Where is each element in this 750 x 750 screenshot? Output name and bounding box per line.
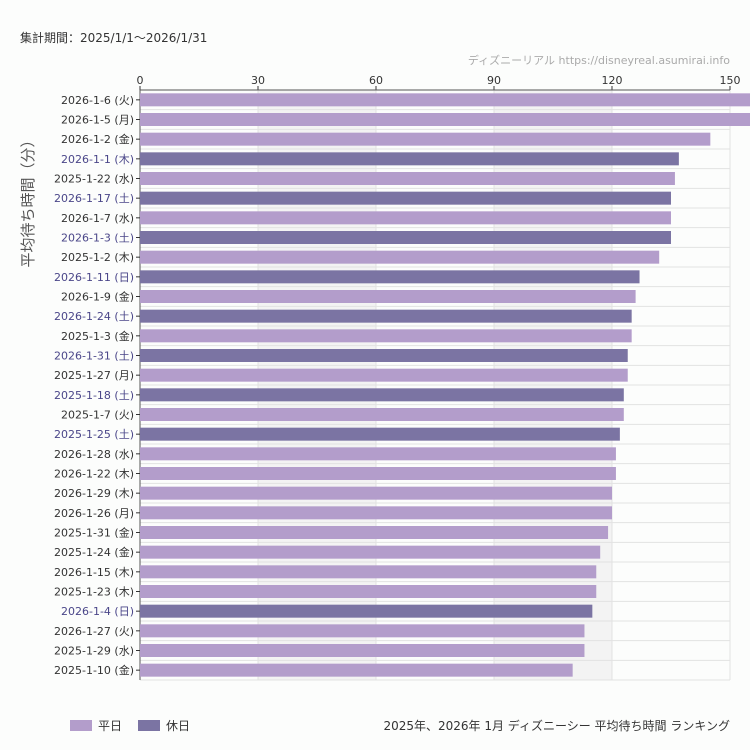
- x-tick-label: 60: [369, 74, 383, 87]
- period-label: 集計期間：2025/1/1〜2026/1/31: [20, 31, 208, 45]
- y-tick-label: 2026-1-7 (水): [61, 212, 134, 225]
- legend-weekday: 平日: [70, 717, 122, 734]
- y-tick-label: 2026-1-26 (月): [54, 507, 134, 520]
- y-tick-label: 2026-1-27 (火): [54, 625, 134, 638]
- y-tick-label: 2025-1-27 (月): [54, 369, 134, 382]
- bar: [140, 93, 750, 107]
- bar: [140, 309, 632, 323]
- bar: [140, 113, 750, 126]
- bar: [140, 427, 620, 441]
- y-tick-label: 2026-1-29 (木): [54, 487, 134, 500]
- y-tick-label: 2025-1-18 (土): [54, 389, 134, 402]
- bar: [140, 231, 671, 244]
- bar: [140, 211, 671, 225]
- bar: [140, 191, 671, 205]
- bar: [140, 604, 593, 618]
- bar: [140, 329, 632, 343]
- bar: [140, 447, 616, 461]
- y-tick-label: 2026-1-3 (土): [61, 232, 134, 245]
- bar: [140, 408, 624, 421]
- y-tick-label: 2026-1-6 (火): [61, 94, 134, 107]
- chart-caption: 2025年、2026年 1月 ディズニーシー 平均待ち時間 ランキング: [383, 719, 730, 733]
- y-tick-label: 2026-1-15 (木): [54, 566, 134, 579]
- legend-label: 休日: [166, 719, 191, 733]
- y-tick-label: 2025-1-25 (土): [54, 428, 134, 441]
- bar: [140, 172, 675, 185]
- bar: [140, 290, 636, 303]
- y-tick-label: 2026-1-28 (水): [54, 448, 134, 461]
- bar: [140, 270, 640, 284]
- y-tick-label: 2026-1-17 (土): [54, 192, 134, 205]
- x-tick-label: 150: [720, 74, 741, 87]
- bar: [140, 526, 609, 539]
- legend-holiday: 休日: [138, 717, 190, 734]
- y-tick-label: 2025-1-2 (木): [61, 251, 134, 264]
- bar: [140, 644, 585, 657]
- site-credit: ディズニーリアル https://disneyreal.asumirai.inf…: [467, 54, 730, 67]
- legend-swatch-holiday: [138, 720, 161, 731]
- y-tick-label: 2025-1-29 (水): [54, 645, 134, 658]
- bar: [140, 545, 601, 559]
- y-tick-label: 2025-1-22 (水): [54, 173, 134, 186]
- bar: [140, 349, 628, 362]
- y-tick-label: 2026-1-31 (土): [54, 350, 134, 363]
- y-tick-label: 2026-1-24 (土): [54, 310, 134, 323]
- legend: 平日 休日: [70, 717, 190, 734]
- x-tick-label: 120: [602, 74, 623, 87]
- y-tick-label: 2026-1-5 (月): [61, 114, 134, 127]
- y-tick-label: 2025-1-3 (金): [61, 329, 134, 343]
- bar: [140, 565, 597, 579]
- y-tick-label: 2025-1-10 (金): [54, 663, 134, 677]
- bar: [140, 486, 612, 500]
- bar: [140, 250, 660, 264]
- bar: [140, 132, 711, 146]
- y-tick-label: 2025-1-31 (金): [54, 526, 134, 540]
- bar: [140, 388, 624, 402]
- x-tick-label: 30: [251, 74, 265, 87]
- bar: [140, 663, 573, 677]
- y-tick-label: 2025-1-23 (木): [54, 586, 134, 599]
- legend-label: 平日: [98, 719, 123, 733]
- x-tick-label: 90: [487, 74, 501, 87]
- legend-swatch-weekday: [70, 720, 92, 731]
- x-tick-label: 0: [137, 74, 144, 87]
- y-tick-label: 2026-1-9 (金): [61, 290, 134, 304]
- y-tick-label: 2025-1-24 (金): [54, 545, 134, 559]
- bar: [140, 467, 616, 480]
- bar: [140, 624, 585, 638]
- bar: [140, 585, 597, 598]
- y-tick-label: 2026-1-2 (金): [61, 132, 134, 146]
- y-axis-label: 平均待ち時間（分）: [19, 132, 37, 267]
- y-tick-label: 2026-1-1 (木): [61, 153, 134, 166]
- bar: [140, 368, 628, 382]
- bar: [140, 152, 679, 166]
- y-tick-label: 2026-1-4 (日): [61, 605, 134, 618]
- y-tick-label: 2026-1-22 (木): [54, 468, 134, 481]
- y-tick-label: 2025-1-7 (火): [61, 409, 134, 422]
- y-tick-label: 2026-1-11 (日): [54, 271, 134, 284]
- bar: [140, 506, 612, 520]
